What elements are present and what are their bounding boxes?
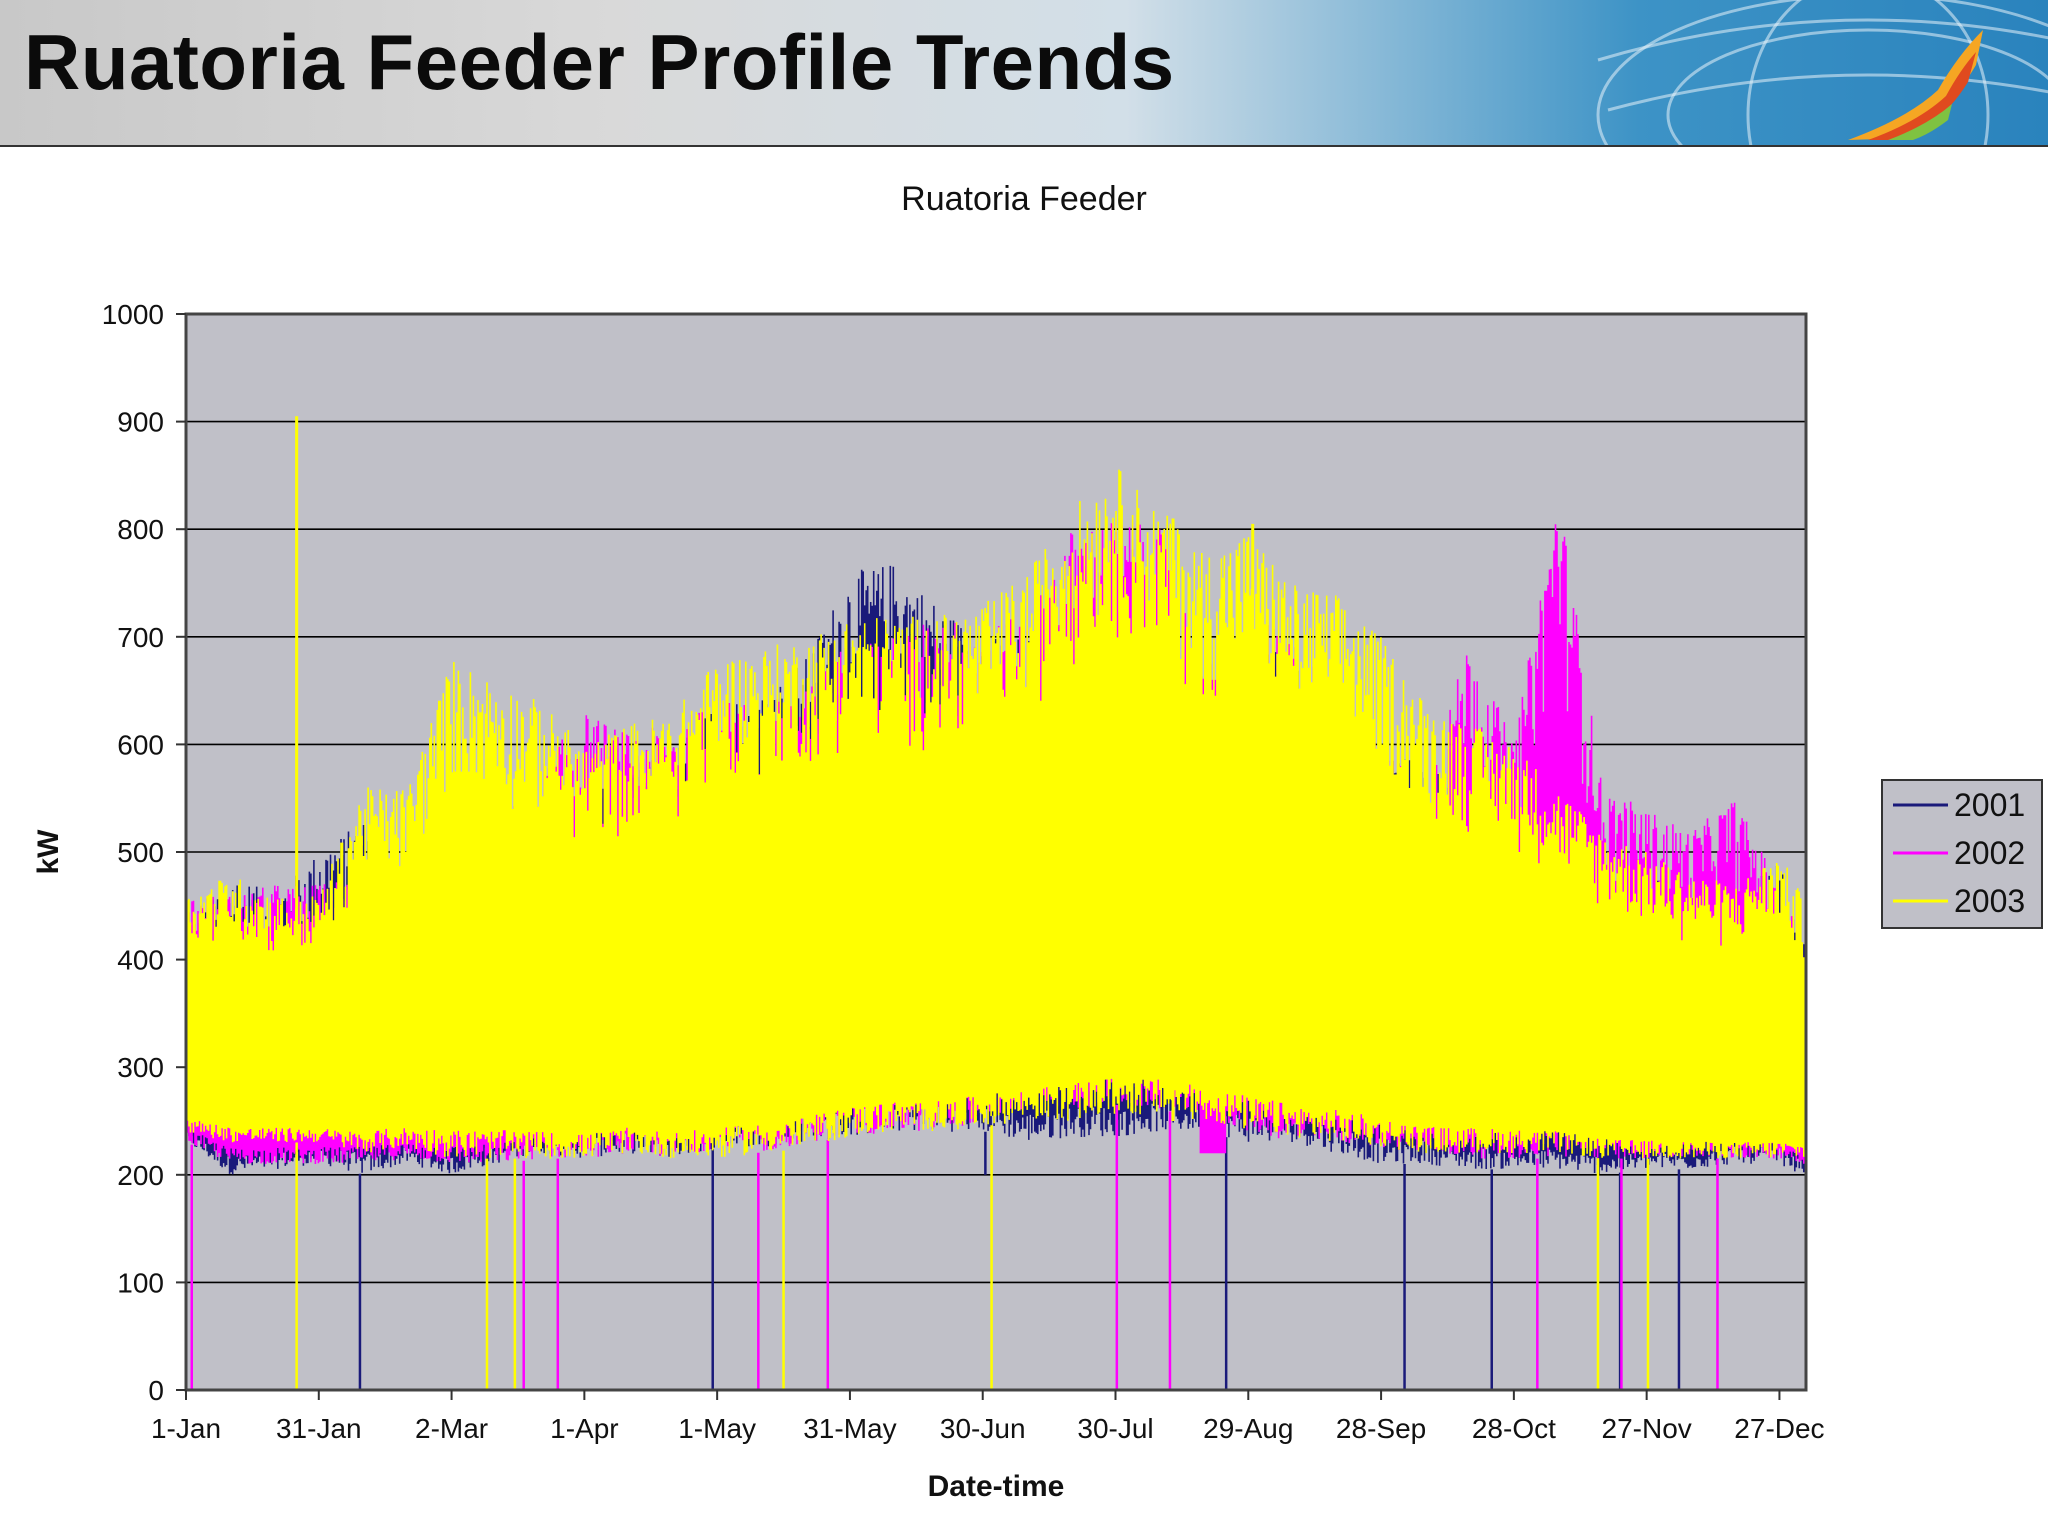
feeder-chart: Ruatoria Feeder 0 100 200 300 400 500 600 700 80…: [32, 180, 2043, 1503]
y-tick-label: 800: [117, 514, 164, 545]
x-tick-label: 1-May: [678, 1413, 756, 1444]
x-tick-label: 28-Oct: [1472, 1413, 1556, 1444]
y-axis: 0 100 200 300 400 500 600 700 800 900 1000: [102, 299, 186, 1406]
legend-label-2001: 2001: [1954, 787, 2025, 823]
y-tick-label: 0: [148, 1375, 164, 1406]
x-tick-label: 2-Mar: [415, 1413, 488, 1444]
globe-decoration-icon: [1596, 0, 2048, 145]
x-tick-label: 28-Sep: [1336, 1413, 1426, 1444]
x-tick-label: 1-Jan: [151, 1413, 221, 1444]
slide-title: Ruatoria Feeder Profile Trends: [24, 18, 1175, 106]
x-tick-label: 30-Jul: [1077, 1413, 1153, 1444]
x-axis-title: Date-time: [928, 1470, 1065, 1503]
y-axis-title: kW: [32, 829, 65, 875]
legend: 2001 2002 2003: [1881, 779, 2043, 929]
x-tick-label: 29-Aug: [1203, 1413, 1293, 1444]
x-tick-label: 31-Jan: [276, 1413, 362, 1444]
x-tick-label: 27-Dec: [1734, 1413, 1824, 1444]
y-tick-label: 700: [117, 622, 164, 653]
y-tick-label: 1000: [102, 299, 164, 330]
y-tick-label: 900: [117, 407, 164, 438]
series-2003: [185, 416, 1807, 1390]
y-tick-label: 100: [117, 1267, 164, 1298]
y-tick-label: 500: [117, 837, 164, 868]
chart-title: Ruatoria Feeder: [901, 180, 1147, 218]
slide-header: Ruatoria Feeder Profile Trends: [0, 0, 2048, 147]
x-axis: 1-Jan 31-Jan 2-Mar 1-Apr 1-May 31-May 30-Jun 30…: [151, 1390, 1825, 1444]
y-tick-label: 200: [117, 1160, 164, 1191]
y-tick-label: 400: [117, 945, 164, 976]
legend-label-2003: 2003: [1954, 883, 2025, 919]
x-tick-label: 30-Jun: [940, 1413, 1026, 1444]
x-tick-label: 1-Apr: [550, 1413, 618, 1444]
legend-label-2002: 2002: [1954, 835, 2025, 871]
x-tick-label: 27-Nov: [1602, 1413, 1692, 1444]
y-tick-label: 300: [117, 1052, 164, 1083]
y-tick-label: 600: [117, 729, 164, 760]
x-tick-label: 31-May: [803, 1413, 896, 1444]
data-series: [185, 416, 1807, 1390]
